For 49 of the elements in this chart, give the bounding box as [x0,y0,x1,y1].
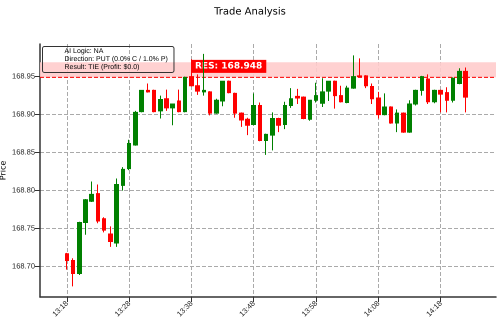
candlestick [227,80,231,94]
chart-title: Trade Analysis [213,6,286,18]
candlestick [345,85,349,104]
candlestick [108,226,113,248]
candlestick [127,139,131,171]
candlestick [208,90,212,116]
candlestick [170,104,175,126]
candlestick [457,68,462,85]
candlestick [308,100,312,122]
candlestick [432,89,437,104]
candlestick [370,83,374,105]
candlestick [71,258,75,287]
candlestick [158,95,163,119]
candlestick [133,110,138,146]
candlestick [382,92,387,116]
candlestick [177,89,181,113]
candlestick [276,117,281,133]
candlestick [395,108,399,133]
candlestick [114,178,119,248]
candlestick [270,112,275,151]
candlestick [139,90,144,113]
candlestick [376,91,381,119]
candlestick [314,82,318,103]
candlestick [451,76,455,103]
candlestick [364,74,368,89]
candlestick [351,54,356,90]
candlestick [339,85,343,103]
candlestick [96,184,100,224]
candlestick [420,75,424,96]
candlestick [152,89,156,113]
candlestick [438,89,443,113]
candlestick [251,92,256,126]
candlestick [102,216,106,233]
candlestick [401,112,406,134]
candlestick [289,88,293,108]
candlestick [146,83,150,94]
candlestick [283,101,287,130]
candlestick [389,106,393,124]
candlestick [258,102,262,142]
candlestick [320,78,325,108]
candlestick [264,133,268,156]
candlestick [65,252,69,270]
candlestick [121,166,125,192]
candlestick [333,80,337,110]
candlestick [326,80,331,102]
candlestick [164,89,169,112]
candlestick [445,86,449,113]
candlestick [183,76,187,113]
candlestick [233,92,237,118]
